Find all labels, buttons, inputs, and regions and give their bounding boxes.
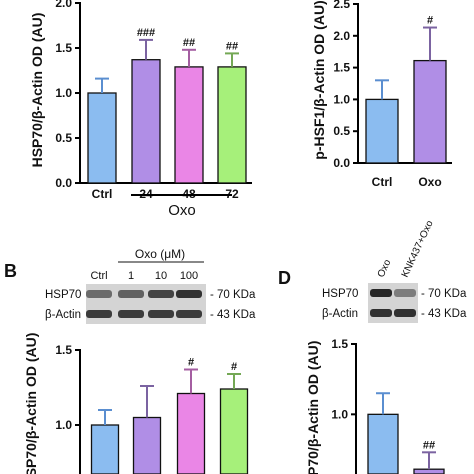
- chart-C-ytick-label: 1.0: [333, 92, 350, 106]
- chart-C-category-label: Ctrl: [372, 175, 393, 189]
- blot-B-rows: HSP70 - 70 KDa β-Actin - 43 KDa: [45, 284, 256, 324]
- blot-B-header: Oxo (μM): [135, 247, 185, 261]
- chart-C-ylabel: p-HSF1/β-Actin OD (AU): [311, 0, 327, 159]
- blot-D-lane-label: Oxo: [376, 258, 394, 280]
- chart-A-group-label: Oxo: [168, 202, 196, 219]
- chart-B-ytick-label: 1.0: [55, 418, 72, 432]
- blot-B-membrane: [86, 304, 206, 324]
- blot-D-lane-label: KNK437+Oxo: [400, 219, 436, 280]
- blot-B-membrane: [86, 284, 206, 304]
- chart-C: p-HSF1/β-Actin OD (AU) 0.0 0.5 1.0 1.5 2.0 2.…: [311, 0, 452, 189]
- blot-D-row-name: HSP70: [322, 288, 358, 300]
- chart-A-ytick-label: 1.5: [55, 41, 72, 55]
- chart-B-bars: # #: [90, 357, 249, 474]
- blot-D-band: [370, 309, 392, 317]
- chart-B-yaxis: 1.0 1.5: [55, 343, 81, 474]
- blot-D-marker: - 70 KDa: [421, 288, 467, 300]
- blot-B-marker: - 70 KDa: [210, 289, 256, 301]
- blot-D-band: [370, 289, 392, 297]
- chart-A-ytick-label: 2.0: [55, 0, 72, 10]
- blot-D-membrane: [368, 303, 418, 323]
- blot-D-row-name: β-Actin: [322, 308, 358, 320]
- blot-D-marker: - 43 KDa: [421, 308, 467, 320]
- blot-B-lane-label: Ctrl: [90, 270, 107, 282]
- chart-D-bar: [413, 468, 445, 474]
- chart-B-bar: [90, 424, 120, 474]
- blot-B-band: [176, 310, 202, 318]
- blot-B-lane-label: 10: [155, 270, 167, 282]
- blot-D-membrane: [368, 283, 418, 303]
- blot-B-band: [86, 290, 112, 298]
- chart-C-bars: #: [365, 15, 447, 164]
- chart-B-bar: [132, 416, 162, 474]
- chart-A-ytick-label: 0.5: [55, 131, 72, 145]
- blot-D-lanes: Oxo KNK437+Oxo: [376, 219, 436, 280]
- blot-B-lanes: Ctrl 1 10 100: [90, 270, 198, 282]
- chart-D-bar: [367, 413, 399, 474]
- chart-B-ylabel: HSP70/β-Actin OD (AU): [23, 333, 39, 474]
- blot-B-band: [148, 310, 174, 318]
- chart-C-ytick-label: 1.5: [333, 61, 350, 75]
- chart-D-ytick-label: 1.5: [331, 337, 348, 351]
- chart-B-bar: [219, 388, 249, 474]
- chart-B-ytick-label: 1.5: [55, 343, 72, 357]
- blot-B: Oxo (μM) Ctrl 1 10 100 HSP70 - 70 KDa β-Actin…: [45, 247, 256, 324]
- chart-A-category-label: 72: [225, 187, 239, 201]
- blot-D-rows: HSP70 - 70 KDa β-Actin - 43 KDa: [322, 283, 467, 323]
- panel-label-D: D: [278, 268, 291, 288]
- panel-label-B: B: [4, 261, 17, 281]
- chart-B-significance: #: [188, 357, 194, 369]
- blot-B-band: [86, 310, 112, 318]
- chart-A-category-label: Ctrl: [92, 187, 113, 201]
- blot-D-band: [394, 309, 416, 317]
- chart-D-significance: ##: [423, 439, 435, 451]
- blot-D: Oxo KNK437+Oxo HSP70 - 70 KDa β-Actin - 43 K…: [322, 219, 467, 323]
- chart-C-significance: #: [427, 15, 433, 27]
- chart-B: HSP70/β-Actin OD (AU) 1.01.5 # #: [23, 333, 249, 474]
- chart-C-ytick-label: 2.5: [333, 0, 350, 11]
- blot-B-band: [118, 310, 144, 318]
- chart-D: HSP70/β-Actin OD (AU) 1.0 1.5 ##: [305, 337, 445, 474]
- blot-B-band: [176, 290, 202, 298]
- blot-B-row-name: HSP70: [45, 289, 81, 301]
- blot-B-lane-label: 1: [128, 270, 134, 282]
- chart-C-xlabels: Ctrl Oxo: [372, 175, 442, 189]
- chart-C-ytick-label: 0.0: [333, 156, 350, 170]
- blot-B-marker: - 43 KDa: [210, 309, 256, 321]
- chart-C-bar: [413, 59, 447, 164]
- chart-D-bars: ##: [367, 392, 445, 474]
- chart-A-ytick-label: 1.0: [55, 86, 72, 100]
- chart-A-ytick-label: 0.0: [55, 176, 72, 190]
- chart-A-xlabels: Ctrl 24 48 72: [92, 187, 239, 201]
- chart-C-bar: [365, 98, 399, 164]
- chart-A-significance: ##: [183, 37, 195, 49]
- chart-B-bar: [176, 392, 206, 474]
- chart-C-ytick-label: 2.0: [333, 29, 350, 43]
- chart-B-significance: #: [231, 361, 237, 373]
- chart-A-bar: [217, 66, 247, 184]
- chart-A: HSP70/β-Actin OD (AU) 0.0 0.5 1.0 1.5 2.0 ##…: [29, 0, 252, 219]
- blot-B-row-name: β-Actin: [45, 309, 81, 321]
- chart-A-significance: ###: [137, 27, 155, 39]
- chart-A-bar: [174, 66, 204, 184]
- chart-A-bar: [87, 92, 117, 184]
- chart-D-ylabel: HSP70/β-Actin OD (AU): [305, 341, 321, 474]
- chart-A-bars: ##### ##: [87, 27, 247, 184]
- chart-D-ytick-label: 1.0: [331, 407, 348, 421]
- chart-A-ylabel: HSP70/β-Actin OD (AU): [29, 13, 45, 168]
- chart-A-bar: [131, 59, 161, 184]
- blot-D-band: [394, 289, 416, 297]
- blot-B-band: [148, 290, 174, 298]
- chart-C-yaxis: 0.0 0.5 1.0 1.5 2.0 2.5: [333, 0, 452, 170]
- blot-B-band: [118, 290, 144, 298]
- chart-D-yaxis: 1.0 1.5: [331, 337, 357, 474]
- blot-B-lane-label: 100: [180, 270, 198, 282]
- chart-C-ytick-label: 0.5: [333, 124, 350, 138]
- chart-A-significance: ##: [226, 40, 238, 52]
- chart-C-category-label: Oxo: [418, 175, 441, 189]
